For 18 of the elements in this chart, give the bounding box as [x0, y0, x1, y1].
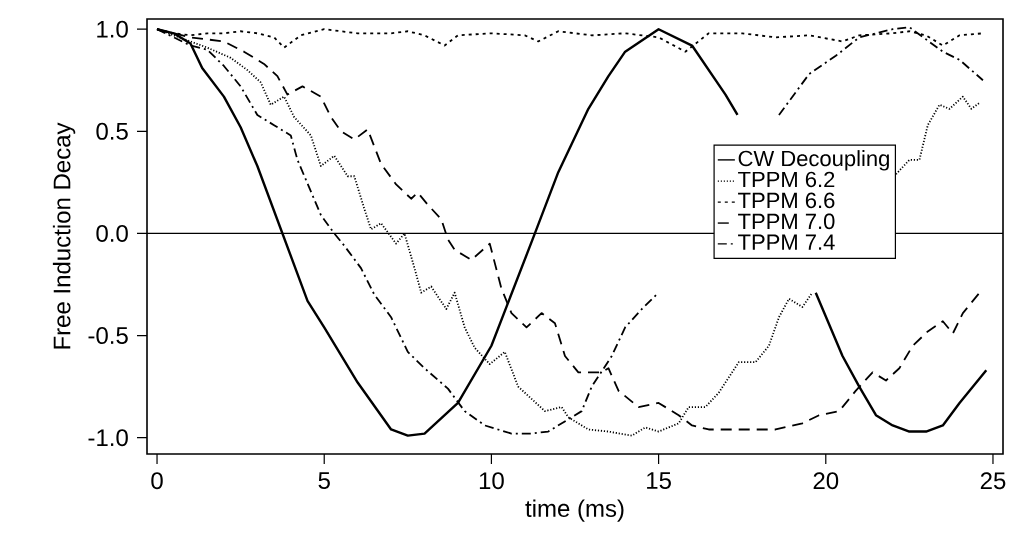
y-tick-label: 1.0 [97, 20, 128, 38]
legend-label: TPPM 7.4 [738, 234, 835, 250]
x-tick-label: 0 [151, 472, 163, 490]
y-tick-label: -0.5 [88, 327, 128, 345]
x-tick-label: 20 [813, 472, 839, 490]
x-axis-title: time (ms) [525, 499, 624, 522]
x-tick-label: 5 [318, 472, 330, 489]
legend-label: TPPM 6.6 [738, 192, 835, 209]
legend-label: TPPM 6.2 [738, 171, 835, 188]
y-tick-label: 0.0 [96, 224, 128, 242]
x-tick-label: 25 [980, 472, 1006, 490]
legend-label: TPPM 7.0 [738, 213, 835, 230]
x-tick-label: 10 [479, 472, 504, 490]
x-tick-label: 15 [647, 472, 671, 489]
y-axis-title: Free Induction Decay [52, 122, 76, 349]
y-tick-label: -1.0 [88, 429, 128, 447]
y-tick-label: 0.5 [96, 122, 128, 140]
legend-label: CW Decoupling [738, 150, 889, 171]
